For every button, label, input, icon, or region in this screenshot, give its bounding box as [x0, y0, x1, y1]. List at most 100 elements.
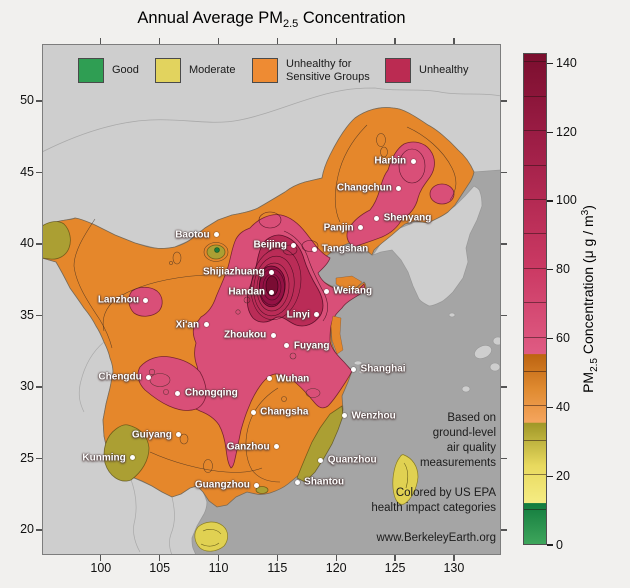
- y-tick-left: [36, 171, 42, 174]
- city-label-ganzhou: Ganzhou: [226, 441, 270, 453]
- y-tick-right: [501, 529, 507, 531]
- moderate-olive-patches: [42, 221, 344, 494]
- usg-coastal-slivers: [330, 275, 363, 355]
- colorbar-tick-label: 80: [556, 262, 570, 277]
- city-label-shijiazhuang: Shijiazhuang: [202, 266, 265, 278]
- y-tick-right: [501, 171, 507, 174]
- darkest-core: [265, 275, 279, 297]
- legend-item-moderate: Moderate: [155, 58, 235, 83]
- city-label-baotou: Baotou: [175, 229, 210, 241]
- y-tick-label: 40: [20, 236, 34, 250]
- legend-swatch: [252, 58, 278, 83]
- x-tick-label: 100: [90, 561, 112, 575]
- city-label-shanghai: Shanghai: [360, 363, 406, 375]
- legend-swatch: [78, 58, 104, 83]
- city-dot-ganzhou: [274, 444, 280, 450]
- colorbar-tick-label: 20: [556, 468, 570, 483]
- x-tick-label: 110: [208, 561, 229, 575]
- colorbar-axis-label: PM2.5 Concentration (μ g / m3): [580, 205, 601, 393]
- legend-swatch: [155, 58, 181, 83]
- city-dot-weifang: [323, 288, 329, 294]
- y-tick-right: [501, 457, 507, 460]
- y-tick-label: 35: [20, 307, 34, 322]
- x-tick-bottom: [335, 555, 337, 561]
- pink-yanbian: [429, 183, 455, 205]
- colorbar-tick: [547, 200, 553, 202]
- city-label-shantou: Shantou: [304, 476, 345, 488]
- y-tick-label: 30: [20, 379, 34, 393]
- island-inner-contours: [200, 462, 409, 547]
- annotation-url: www.BerkeleyEarth.org: [376, 532, 496, 544]
- x-tick-label: 115: [267, 561, 288, 575]
- colorbar-tick-label: 0: [556, 537, 563, 552]
- annotation-method: Colored by US EPA health impact categori…: [371, 487, 496, 514]
- colorbar-minor-line: [524, 267, 546, 269]
- annotation-source: Based on ground-level air quality measur…: [419, 412, 496, 469]
- colorbar: [523, 53, 547, 545]
- city-label-guangzhou: Guangzhou: [194, 479, 250, 491]
- city-label-tangshan: Tangshan: [321, 243, 369, 255]
- city-dot-guangzhou: [254, 482, 260, 488]
- pink-sichuan-basin: [137, 356, 207, 411]
- city-dot-guiyang: [176, 432, 182, 438]
- city-label-zhoukou: Zhoukou: [224, 329, 267, 341]
- city-dot-fuyang: [284, 343, 290, 349]
- x-tick-label: 130: [443, 561, 465, 575]
- city-label-panjin: Panjin: [323, 222, 354, 234]
- x-tick-top: [453, 38, 455, 44]
- colorbar-minor-line: [524, 439, 546, 441]
- x-tick-label: 120: [325, 561, 347, 575]
- border-mongolia: [42, 87, 501, 153]
- legend-label: Unhealthy for Sensitive Groups: [286, 58, 370, 83]
- x-tick-bottom: [453, 555, 455, 561]
- city-dot-shantou: [294, 479, 300, 485]
- colorbar-minor-line: [524, 336, 546, 338]
- city-label-chengdu: Chengdu: [98, 371, 142, 383]
- city-dot-kunming: [130, 455, 136, 461]
- colorbar-tick: [547, 406, 553, 408]
- colorbar-tick: [547, 62, 553, 64]
- x-tick-top: [100, 38, 102, 44]
- city-label-beijing: Beijing: [253, 239, 287, 251]
- city-dot-tangshan: [312, 246, 318, 252]
- taiwan-island: [392, 454, 419, 505]
- legend-label: Good: [112, 64, 139, 77]
- x-tick-bottom: [217, 555, 220, 561]
- city-label-fuyang: Fuyang: [293, 340, 330, 352]
- y-tick-left: [36, 457, 42, 460]
- colorbar-minor-line: [524, 474, 546, 476]
- city-dot-baotou: [214, 232, 220, 238]
- city-dot-changchun: [396, 185, 402, 191]
- city-dot-wuhan: [266, 376, 272, 382]
- unhealthy-pink-regions: [128, 141, 455, 469]
- city-dot-chengdu: [146, 374, 152, 380]
- x-tick-top: [217, 38, 220, 44]
- colorbar-minor-line: [524, 95, 546, 97]
- colorbar-tick-label: 60: [556, 331, 570, 346]
- x-tick-bottom: [100, 555, 102, 561]
- colorbar-minor-line: [524, 233, 546, 235]
- land-japan-islands: [353, 312, 501, 393]
- city-label-harbin: Harbin: [374, 155, 407, 167]
- y-tick-left: [36, 243, 42, 245]
- contour-lines: [73, 124, 457, 483]
- city-label-xian: Xi'an: [175, 319, 200, 331]
- city-label-wenzhou: Wenzhou: [351, 410, 396, 422]
- x-tick-top: [159, 38, 161, 44]
- city-label-handan: Handan: [228, 286, 265, 298]
- y-tick-left: [36, 529, 42, 531]
- colorbar-tick-label: 120: [556, 124, 577, 139]
- legend-swatch: [385, 58, 411, 83]
- x-tick-bottom: [159, 555, 161, 561]
- legend-label: Moderate: [189, 64, 236, 77]
- y-tick-label: 50: [20, 93, 34, 107]
- city-label-shenyang: Shenyang: [383, 212, 432, 224]
- colorbar-minor-line: [524, 164, 546, 166]
- colorbar-tick: [547, 269, 553, 271]
- x-tick-bottom: [276, 555, 278, 561]
- city-dot-panjin: [358, 225, 364, 231]
- legend-item-unhealthy: Unhealthy: [385, 58, 469, 83]
- good-green-spot-baotou: [214, 247, 220, 253]
- china-pm25-contour-map: [42, 44, 501, 555]
